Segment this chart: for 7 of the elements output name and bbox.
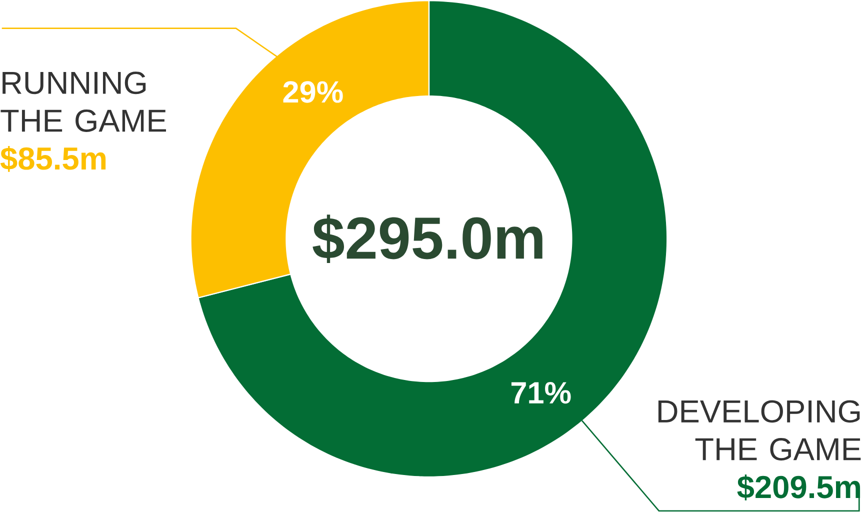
slice-label: DEVELOPING THE GAME (658, 400, 861, 461)
text: $295.0m (312, 214, 542, 264)
text: 29% (283, 81, 343, 104)
text: 71% (511, 382, 571, 404)
data-label: $85.5m (0, 146, 106, 172)
slice-label: RUNNING THE GAME (0, 72, 166, 132)
data-label: $209.5m (737, 474, 860, 501)
